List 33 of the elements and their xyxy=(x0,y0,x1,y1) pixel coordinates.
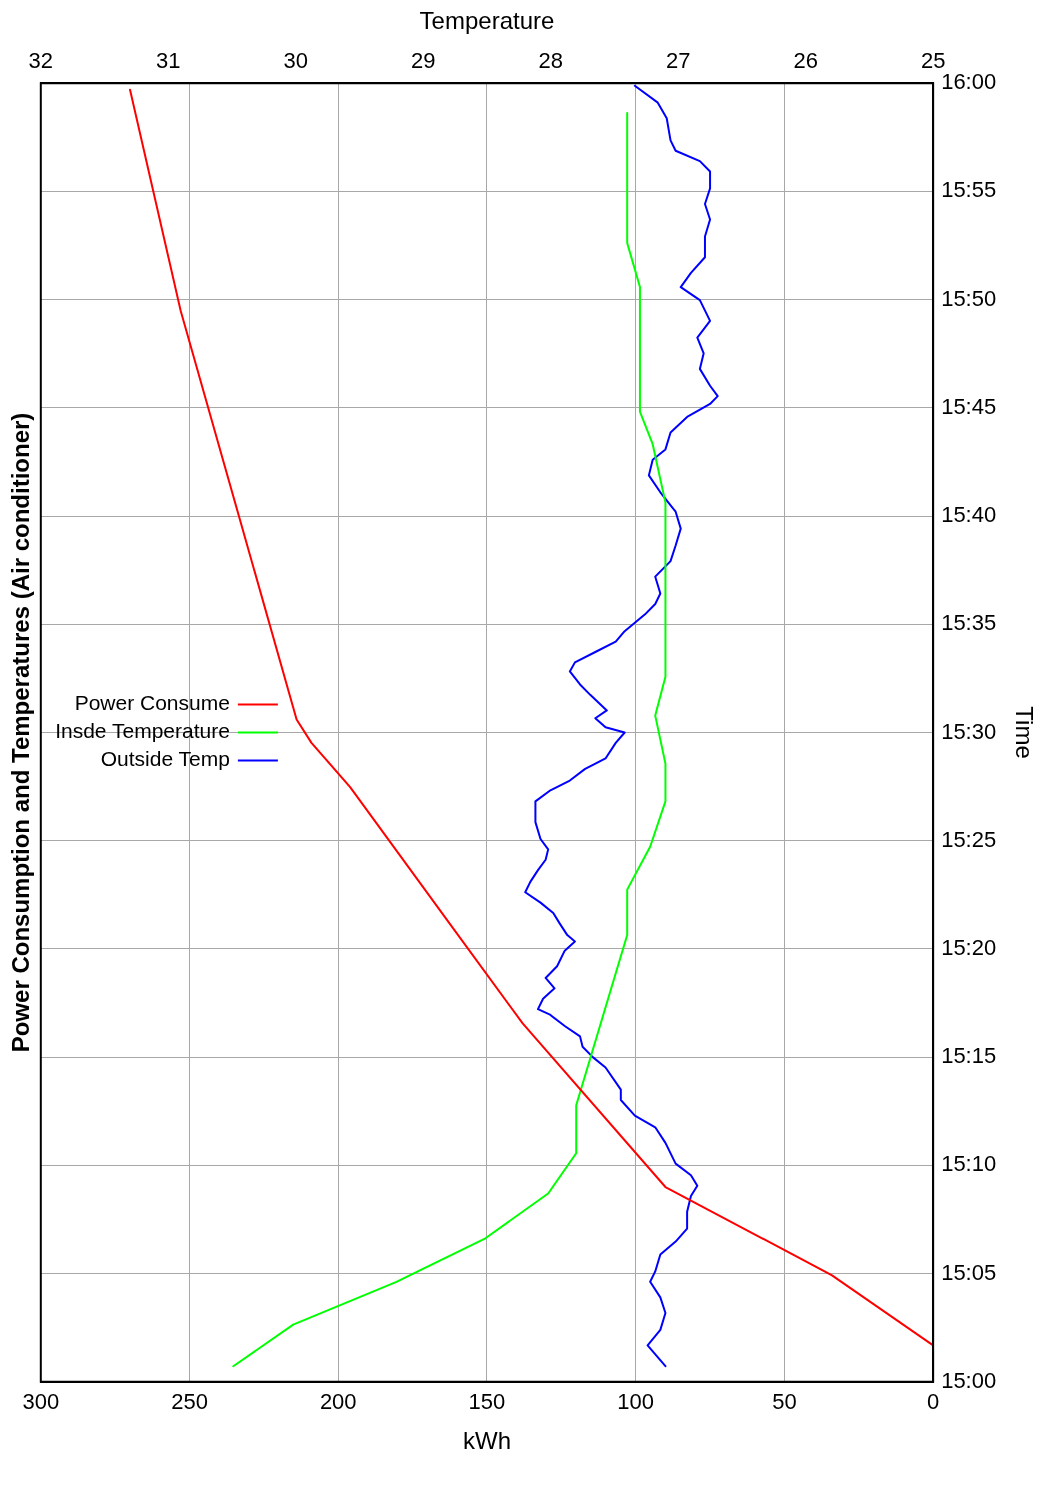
x2-tick-label: 28 xyxy=(538,48,563,74)
x-tick-label: 250 xyxy=(171,1389,208,1415)
y-tick-label: 15:05 xyxy=(941,1259,997,1285)
y-tick-label: 15:30 xyxy=(941,718,997,744)
x2-tick-label: 31 xyxy=(156,48,181,74)
legend-label: Outside Temp xyxy=(100,747,230,771)
y-tick-label: 15:00 xyxy=(941,1367,997,1393)
x-tick-label: 300 xyxy=(22,1389,60,1415)
y-tick-label: 15:45 xyxy=(941,393,997,419)
x-tick-label: 0 xyxy=(927,1389,940,1415)
text: Power Consumption and Temperatures (Air conditioner) xyxy=(7,412,35,1053)
legend-label: Insde Temperature xyxy=(55,719,230,743)
x-axis-title: kWh xyxy=(462,1427,511,1455)
y-tick-label: 15:40 xyxy=(941,502,997,528)
x-tick-label: 50 xyxy=(772,1389,797,1415)
x-tick-label: 200 xyxy=(319,1389,357,1415)
x-tick-label: 100 xyxy=(617,1389,655,1415)
x2-tick-label: 26 xyxy=(793,48,818,74)
y-tick-label: 15:35 xyxy=(941,610,997,636)
y-tick-label: 15:20 xyxy=(941,935,997,961)
legend-label: Power Consume xyxy=(74,691,230,715)
y-tick-label: 15:50 xyxy=(941,285,997,311)
x2-tick-label: 30 xyxy=(283,48,308,74)
x2-tick-label: 29 xyxy=(410,48,436,74)
x2-tick-label: 32 xyxy=(28,48,54,74)
y-tick-label: 15:25 xyxy=(941,826,997,852)
x-tick-label: 150 xyxy=(468,1389,506,1415)
y-tick-label: 15:15 xyxy=(941,1043,997,1069)
y-tick-label: 15:10 xyxy=(941,1151,997,1177)
y-tick-label: 15:55 xyxy=(941,177,997,203)
x2-tick-label: 27 xyxy=(665,48,691,74)
x2-axis-title: Temperature xyxy=(419,7,555,35)
y-axis-title: Time xyxy=(1010,706,1038,759)
